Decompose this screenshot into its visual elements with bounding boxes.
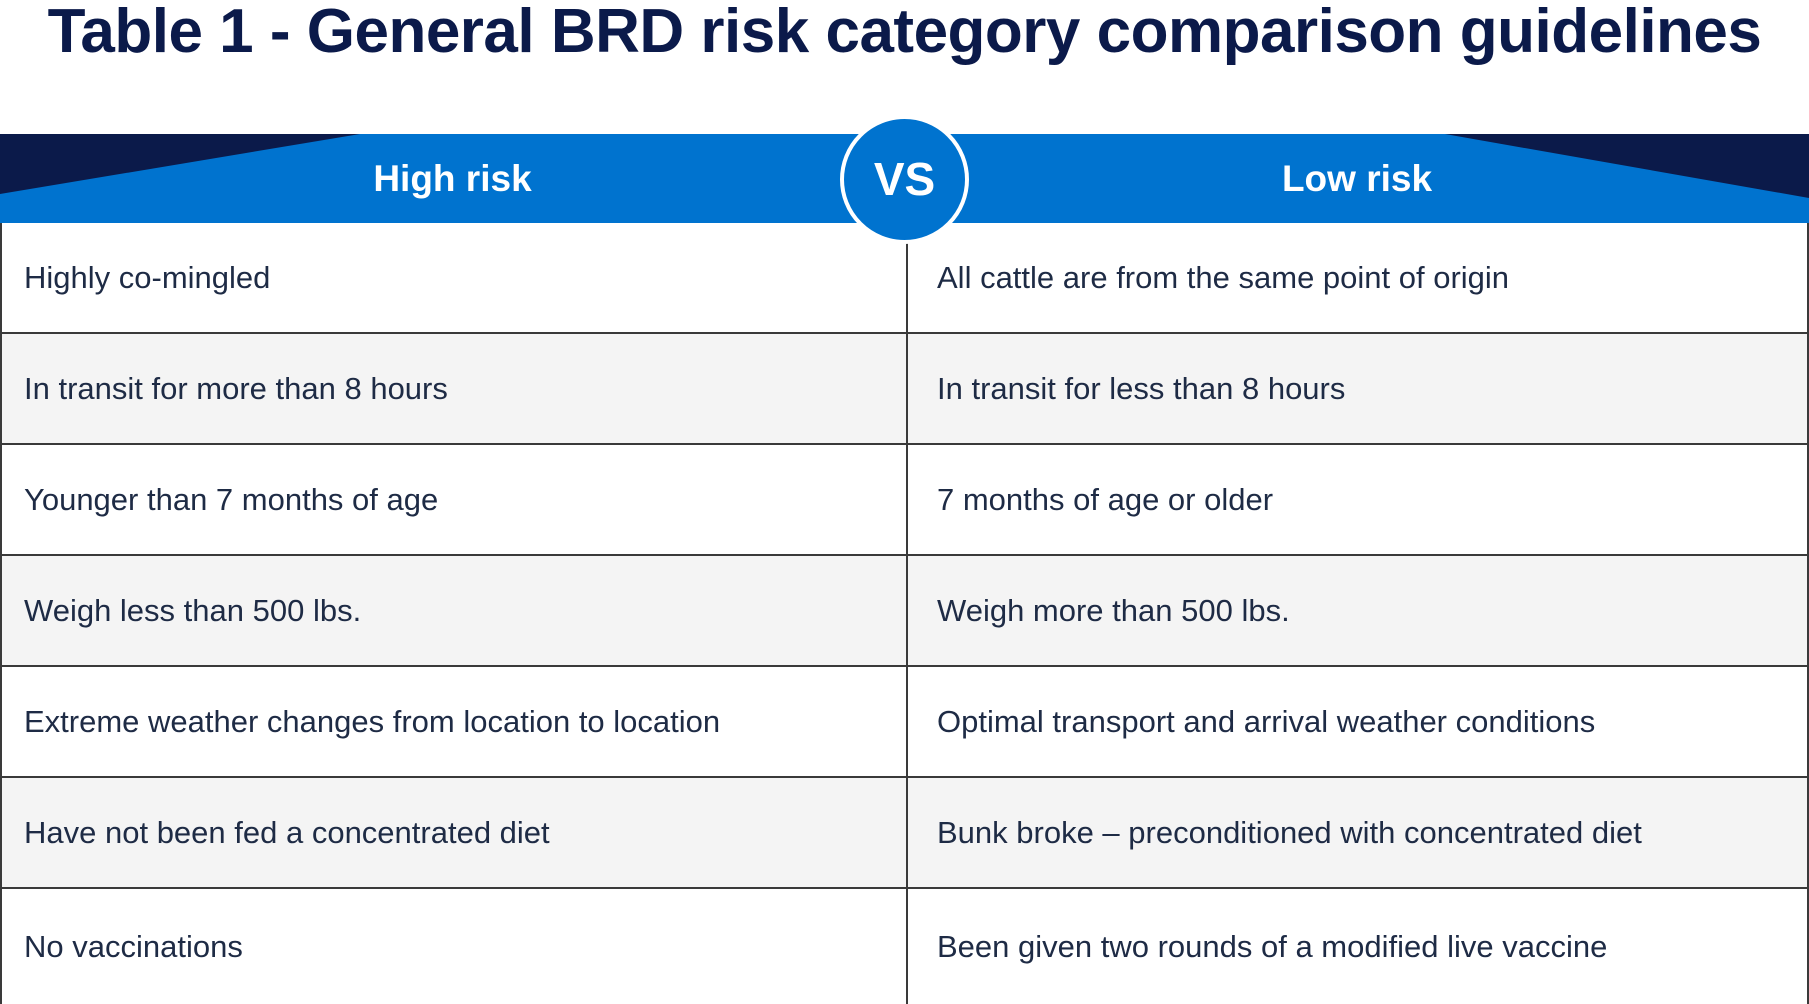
high-risk-cell: Have not been fed a concentrated diet <box>24 814 550 850</box>
table-row: In transit for more than 8 hours In tran… <box>2 334 1807 445</box>
low-risk-cell: Been given two rounds of a modified live… <box>937 928 1608 964</box>
low-risk-cell: Bunk broke – preconditioned with concent… <box>937 814 1642 850</box>
high-risk-cell: In transit for more than 8 hours <box>24 370 448 406</box>
comparison-table: Highly co-mingled All cattle are from th… <box>0 223 1809 1004</box>
column-header-low-risk: Low risk <box>1281 158 1433 199</box>
page-title: Table 1 - General BRD risk category comp… <box>47 0 1762 66</box>
column-divider <box>906 223 908 1004</box>
table-row: Weigh less than 500 lbs. Weigh more than… <box>2 556 1807 667</box>
low-risk-cell: All cattle are from the same point of or… <box>937 259 1510 295</box>
high-risk-cell: Highly co-mingled <box>24 259 271 295</box>
table-row: Have not been fed a concentrated diet Bu… <box>2 778 1807 889</box>
high-risk-cell: Weigh less than 500 lbs. <box>24 592 362 628</box>
low-risk-cell: 7 months of age or older <box>937 481 1274 517</box>
vs-badge: VS <box>840 115 969 244</box>
table-row: Highly co-mingled All cattle are from th… <box>2 223 1807 334</box>
low-risk-cell: Optimal transport and arrival weather co… <box>937 703 1596 739</box>
table-row: Extreme weather changes from location to… <box>2 667 1807 778</box>
column-header-high-risk: High risk <box>373 158 532 199</box>
table-row: Younger than 7 months of age 7 months of… <box>2 445 1807 556</box>
high-risk-cell: Extreme weather changes from location to… <box>24 703 721 739</box>
high-risk-cell: Younger than 7 months of age <box>24 481 439 517</box>
header-band-left-wedge <box>0 134 360 194</box>
header-band-right-wedge <box>1445 134 1809 198</box>
low-risk-cell: Weigh more than 500 lbs. <box>937 592 1290 628</box>
low-risk-cell: In transit for less than 8 hours <box>937 370 1346 406</box>
high-risk-cell: No vaccinations <box>24 928 243 964</box>
table-row: No vaccinations Been given two rounds of… <box>2 889 1807 1004</box>
